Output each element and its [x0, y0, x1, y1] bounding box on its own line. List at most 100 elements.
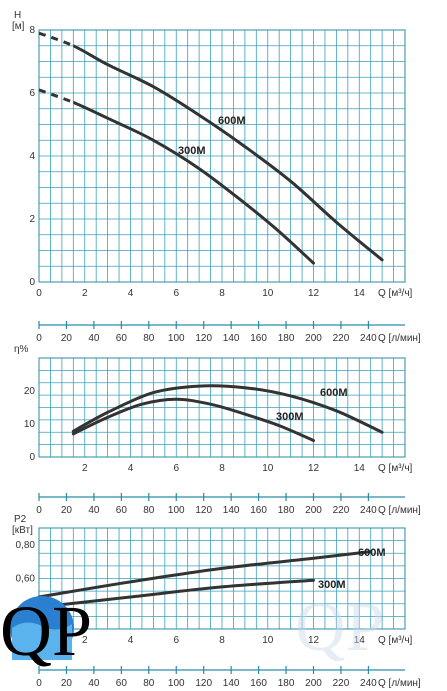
series-label-600M: 600M — [320, 387, 348, 399]
x2-tick-label: 0 — [36, 505, 42, 516]
x2-tick-label: 140 — [223, 333, 240, 344]
logo-watermark: QP — [295, 589, 384, 666]
x-axis-label: Q [м³/ч] — [378, 288, 413, 299]
x2-tick-label: 200 — [305, 505, 322, 516]
y-axis-label: η% — [14, 344, 29, 355]
x-tick-label: 0 — [36, 288, 42, 299]
x2-tick-label: 60 — [116, 333, 128, 344]
x-tick-label: 2 — [82, 635, 88, 646]
plot-frame — [38, 29, 406, 283]
x-tick-label: 8 — [219, 463, 225, 474]
x2-tick-label: 120 — [195, 505, 212, 516]
x-tick-label: 4 — [128, 635, 134, 646]
series-label-300M: 300M — [178, 145, 206, 157]
series-line-600M — [37, 550, 373, 599]
x2-tick-label: 100 — [168, 505, 185, 516]
x-axis-label: Q [м³/ч] — [378, 635, 413, 646]
logo-wave-icon — [12, 622, 72, 660]
x2-axis-label: Q [л/мин] — [378, 678, 421, 689]
y-axis-unit: [кВт] — [12, 525, 33, 536]
plot-frame — [38, 357, 406, 458]
x2-tick-label: 180 — [278, 505, 295, 516]
x2-tick-label: 220 — [333, 333, 350, 344]
x-tick-label: 10 — [262, 635, 274, 646]
x2-tick-label: 240 — [360, 333, 377, 344]
x-tick-label: 6 — [173, 288, 179, 299]
y-tick-label: 0,80 — [16, 540, 36, 551]
x2-axis-label: Q [л/мин] — [378, 333, 421, 344]
x2-tick-label: 200 — [305, 678, 322, 689]
x2-tick-label: 220 — [333, 505, 350, 516]
x2-axis-label: Q [л/мин] — [378, 505, 421, 516]
x-tick-label: 10 — [262, 288, 274, 299]
plot-frame — [38, 527, 406, 630]
x-tick-label: 4 — [128, 463, 134, 474]
y-tick-label: 0 — [29, 452, 35, 463]
series-line-600M — [71, 384, 384, 434]
x-tick-label: 14 — [354, 288, 366, 299]
x2-tick-label: 40 — [88, 505, 100, 516]
x-tick-label: 14 — [354, 463, 366, 474]
x-tick-label: 4 — [128, 288, 134, 299]
x-axis-label: Q [м³/ч] — [378, 463, 413, 474]
x2-tick-label: 80 — [143, 505, 155, 516]
series-label-600M: 600M — [358, 547, 386, 559]
x-tick-label: 10 — [262, 463, 274, 474]
x2-tick-label: 180 — [278, 678, 295, 689]
x-tick-label: 12 — [308, 463, 320, 474]
x2-tick-label: 220 — [333, 678, 350, 689]
y-tick-label: 0 — [29, 277, 35, 288]
y-tick-label: 0,60 — [16, 574, 36, 585]
y-tick-label: 20 — [24, 386, 36, 397]
x2-tick-label: 120 — [195, 678, 212, 689]
y-tick-label: 2 — [29, 214, 35, 225]
x2-tick-label: 20 — [61, 333, 73, 344]
x2-tick-label: 240 — [360, 505, 377, 516]
x2-tick-label: 0 — [36, 678, 42, 689]
x2-tick-label: 140 — [223, 678, 240, 689]
x-tick-label: 12 — [308, 635, 320, 646]
x-tick-label: 12 — [308, 288, 320, 299]
x-tick-label: 8 — [219, 635, 225, 646]
x2-tick-label: 120 — [195, 333, 212, 344]
efficiency-chart: 0 10 20 η% 2 4 6 8 10 12 14 Q [м³/ч] 0 20 40 60 80 100 120… — [14, 344, 421, 516]
x2-tick-label: 240 — [360, 678, 377, 689]
qp-logo: QP QP — [0, 589, 384, 671]
series-line-300M — [71, 397, 315, 442]
x-tick-label: 2 — [82, 288, 88, 299]
x-tick-label: 8 — [219, 288, 225, 299]
x-tick-label: 6 — [173, 635, 179, 646]
series-line-600M — [73, 44, 384, 262]
y-axis-label: P2 — [14, 514, 27, 525]
y-tick-label: 6 — [29, 88, 35, 99]
x-tick-label: 6 — [173, 463, 179, 474]
x2-tick-label: 180 — [278, 333, 295, 344]
x2-tick-label: 100 — [168, 678, 185, 689]
series-line-300M — [73, 100, 315, 265]
series-label-300M: 300M — [318, 579, 346, 591]
x-tick-label: 2 — [82, 463, 88, 474]
x2-tick-label: 80 — [143, 333, 155, 344]
x2-tick-label: 20 — [61, 678, 73, 689]
x2-tick-label: 0 — [36, 333, 42, 344]
x2-tick-label: 160 — [250, 505, 267, 516]
series-line-300M — [37, 578, 315, 609]
x2-tick-label: 160 — [250, 333, 267, 344]
x2-tick-label: 40 — [88, 678, 100, 689]
series-label-600M: 600M — [218, 115, 246, 127]
x-tick-label: 14 — [354, 635, 366, 646]
x2-tick-label: 140 — [223, 505, 240, 516]
x2-tick-label: 60 — [116, 678, 128, 689]
x2-tick-label: 200 — [305, 333, 322, 344]
series-label-300M: 300M — [276, 411, 304, 423]
logo-text: QP — [0, 591, 92, 671]
y-tick-label: 10 — [24, 419, 36, 430]
x2-tick-label: 80 — [143, 678, 155, 689]
y-axis-unit: [м] — [12, 21, 25, 32]
x2-tick-label: 20 — [61, 505, 73, 516]
x2-tick-label: 40 — [88, 333, 100, 344]
x2-tick-label: 160 — [250, 678, 267, 689]
